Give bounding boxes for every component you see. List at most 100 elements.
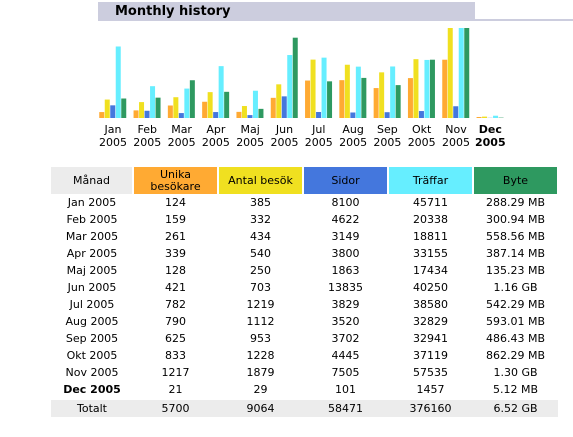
title: Monthly history [115,4,231,19]
column-header: Träffar [388,167,474,194]
value-cell: 4622 [331,213,360,226]
bar [133,110,139,118]
table-row: Aug 2005 790 1112 3520 32829 593.01 MB [51,313,558,330]
month-cell: Jun 2005 [67,281,117,294]
value-cell: 57535 [413,366,448,379]
month-cell: Maj 2005 [66,264,118,277]
value-cell: 101 [335,383,356,396]
month-cell: Jan 2005 [67,196,117,209]
bar [361,77,367,118]
month-cell: Nov 2005 [65,366,119,379]
bar [292,37,298,118]
total-cell: 58471 [303,398,388,417]
total-label: Totalt [51,398,133,417]
value-cell: 5.12 MB [492,383,539,396]
column-header: Sidor [303,167,389,194]
value-cell: 1.16 GB [493,281,538,294]
value-cell: 1457 [416,383,445,396]
bar [384,112,390,118]
value-cell: 7505 [331,366,360,379]
value-cell: 3702 [331,332,360,345]
bar [241,106,247,118]
value-cell: 32941 [413,332,448,345]
bar [99,112,105,118]
x-tick-label: Aug 2005 [339,123,368,149]
total-cell: 376160 [388,398,473,417]
bar [339,80,345,118]
column-header: Byte [473,167,559,194]
x-tick-label: Okt 2005 [407,123,436,149]
value-cell: 250 [250,264,271,277]
x-tick-label: Jun 2005 [270,123,299,149]
bar [139,102,145,118]
x-tick-label: Dec 2005 [474,123,506,149]
title-line [475,19,573,21]
value-cell: 17434 [413,264,448,277]
value-cell: 486.43 MB [485,332,546,345]
x-tick-label: Maj 2005 [236,123,265,149]
value-cell: 288.29 MB [485,196,546,209]
value-cell: 8100 [331,196,360,209]
bar [202,101,208,118]
value-cell: 540 [250,247,271,260]
bar [458,28,464,118]
value-cell: 703 [250,281,271,294]
bar [447,28,453,118]
table-row: Dec 2005 21 29 101 1457 5.12 MB [51,381,558,399]
value-cell: 953 [250,332,271,345]
bar [115,46,121,118]
value-cell: 542.29 MB [485,298,546,311]
month-cell: Dec 2005 [63,383,121,396]
bar [184,88,190,118]
value-cell: 625 [165,332,186,345]
value-cell: 3520 [331,315,360,328]
value-cell: 1219 [246,298,275,311]
bar [144,110,150,118]
bar [110,105,116,118]
x-tick-label: Jan 2005 [99,123,127,149]
value-cell: 3800 [331,247,360,260]
bar [270,97,276,118]
column-header: Antal besök [218,167,304,194]
bar [310,59,316,118]
bar [150,86,156,118]
bar [482,116,488,118]
bar [213,112,219,118]
bar [218,66,224,118]
bar [276,84,282,118]
x-tick-label: Nov 2005 [442,123,470,149]
bar [155,97,161,118]
table-row: Maj 2005 128 250 1863 17434 135.23 MB [51,262,558,279]
value-cell: 593.01 MB [485,315,546,328]
value-cell: 21 [168,383,183,396]
bar [464,28,470,118]
month-cell: Feb 2005 [66,213,118,226]
bar [493,115,499,118]
bar [321,57,327,118]
value-cell: 20338 [413,213,448,226]
bar [413,59,419,118]
value-cell: 1228 [246,349,275,362]
value-cell: 159 [165,213,186,226]
bar [173,97,179,118]
table-row: Nov 2005 1217 1879 7505 57535 1.30 GB [51,364,558,381]
bar [316,112,322,118]
table-row: Feb 2005 159 332 4622 20338 300.94 MB [51,211,558,228]
total-cell: 9064 [218,398,303,417]
bar [207,92,213,118]
title-bar: Monthly history [98,2,475,21]
chart [99,28,504,118]
value-cell: 1863 [331,264,360,277]
value-cell: 38580 [413,298,448,311]
value-cell: 387.14 MB [485,247,546,260]
x-tick-label: Mar 2005 [167,123,196,149]
value-cell: 434 [250,230,271,243]
value-cell: 128 [165,264,186,277]
bar [429,59,435,118]
data-table: Månad Unika besökare Antal besök Sidor Träff… [51,167,559,417]
value-cell: 385 [250,196,271,209]
total-cell: 6.52 GB [473,398,558,417]
bar [104,99,110,118]
value-cell: 29 [253,383,268,396]
value-cell: 1217 [161,366,190,379]
